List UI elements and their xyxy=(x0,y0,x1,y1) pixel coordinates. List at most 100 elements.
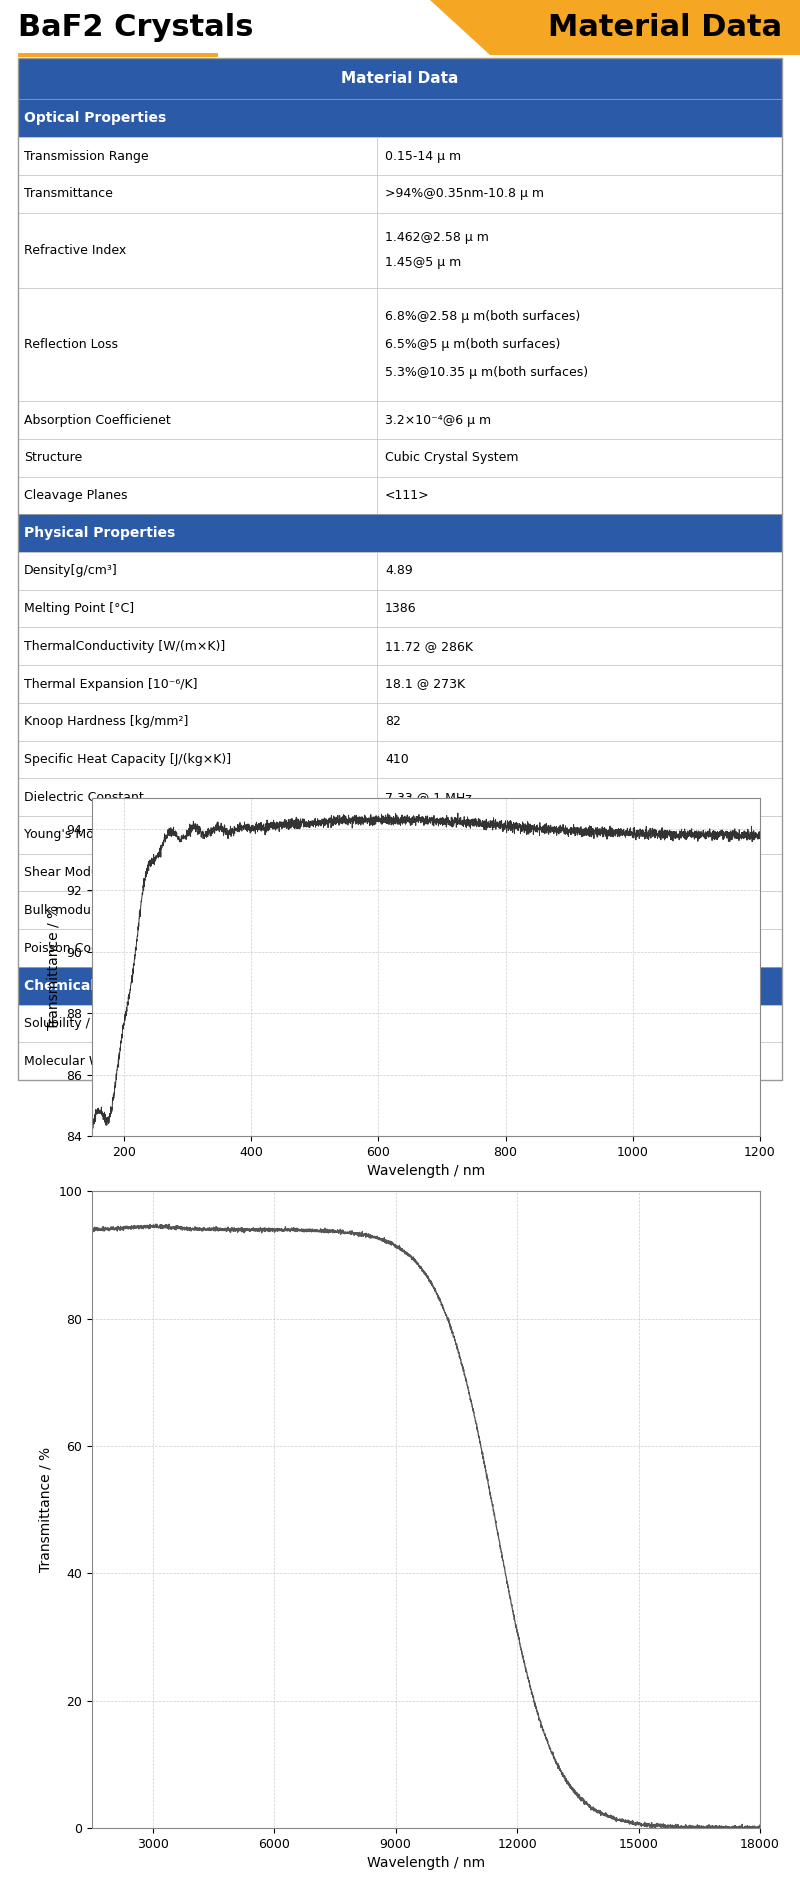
Text: Physical Properties: Physical Properties xyxy=(24,526,175,540)
Bar xyxy=(18,703,377,741)
Bar xyxy=(18,665,377,703)
Bar xyxy=(18,779,377,815)
Bar xyxy=(18,477,377,515)
Bar xyxy=(377,815,782,853)
Bar xyxy=(377,891,782,929)
Text: Chemical Properties: Chemical Properties xyxy=(24,978,182,992)
Text: Absorption Coefficienet: Absorption Coefficienet xyxy=(24,414,170,426)
Bar xyxy=(18,99,782,137)
Text: 1.45@5 μ m: 1.45@5 μ m xyxy=(385,256,462,270)
Bar xyxy=(377,137,782,175)
Text: 1.7g @ 20°C: 1.7g @ 20°C xyxy=(385,1017,465,1030)
Text: Refractive Index: Refractive Index xyxy=(24,243,126,256)
Bar xyxy=(18,929,377,967)
Bar xyxy=(18,213,377,289)
Text: 0.15-14 μ m: 0.15-14 μ m xyxy=(385,150,462,163)
Text: Reflection Loss: Reflection Loss xyxy=(24,338,118,352)
Text: >94%@0.35nm-10.8 μ m: >94%@0.35nm-10.8 μ m xyxy=(385,188,544,200)
Bar xyxy=(18,289,377,401)
Bar xyxy=(18,59,782,99)
Text: 7.33 @ 1 MHz: 7.33 @ 1 MHz xyxy=(385,790,472,804)
Bar xyxy=(377,477,782,515)
Bar xyxy=(377,1005,782,1043)
Text: 6.8%@2.58 μ m(both surfaces): 6.8%@2.58 μ m(both surfaces) xyxy=(385,310,580,323)
Y-axis label: Transmittance / %: Transmittance / % xyxy=(39,1448,53,1571)
Text: ThermalConductivity [W/(m×K)]: ThermalConductivity [W/(m×K)] xyxy=(24,640,226,654)
Bar xyxy=(377,401,782,439)
Bar xyxy=(377,741,782,779)
Text: Transmittance: Transmittance xyxy=(24,188,113,200)
Bar xyxy=(377,627,782,665)
Text: 1386: 1386 xyxy=(385,602,417,616)
X-axis label: Wavelength / nm: Wavelength / nm xyxy=(367,1856,485,1870)
Text: 5.3%@10.35 μ m(both surfaces): 5.3%@10.35 μ m(both surfaces) xyxy=(385,367,588,380)
Bar xyxy=(18,53,218,57)
Text: 410: 410 xyxy=(385,752,409,766)
Text: Transmittance Curve: Transmittance Curve xyxy=(262,1098,538,1123)
X-axis label: Wavelength / nm: Wavelength / nm xyxy=(367,1165,485,1178)
Bar xyxy=(377,779,782,815)
Text: 82: 82 xyxy=(385,714,401,728)
Text: Dielectric Constant: Dielectric Constant xyxy=(24,790,144,804)
Text: Young's Modulus (E) [GPa]: Young's Modulus (E) [GPa] xyxy=(24,828,187,842)
Text: Knoop Hardness [kg/mm²]: Knoop Hardness [kg/mm²] xyxy=(24,714,188,728)
Bar xyxy=(18,1005,377,1043)
Text: 11.72 @ 286K: 11.72 @ 286K xyxy=(385,640,473,654)
Bar xyxy=(18,439,377,477)
Text: Molecular Weight / g/mol: Molecular Weight / g/mol xyxy=(24,1054,180,1068)
Bar xyxy=(18,553,377,589)
Text: Cleavage Planes: Cleavage Planes xyxy=(24,488,127,502)
Text: 3.2×10⁻⁴@6 μ m: 3.2×10⁻⁴@6 μ m xyxy=(385,414,491,426)
Text: 53.07: 53.07 xyxy=(385,828,421,842)
Text: Cubic Crystal System: Cubic Crystal System xyxy=(385,450,518,464)
Bar xyxy=(18,1043,377,1079)
Bar xyxy=(377,439,782,477)
Text: 25.4: 25.4 xyxy=(385,866,413,880)
Text: Material Data: Material Data xyxy=(548,13,782,42)
Text: Material Data: Material Data xyxy=(342,70,458,86)
Bar xyxy=(18,515,782,553)
Bar xyxy=(377,175,782,213)
Text: Specific Heat Capacity [J/(kg×K)]: Specific Heat Capacity [J/(kg×K)] xyxy=(24,752,231,766)
Bar xyxy=(18,175,377,213)
Bar xyxy=(18,627,377,665)
Polygon shape xyxy=(430,0,800,55)
Bar xyxy=(18,401,377,439)
Bar xyxy=(377,853,782,891)
Bar xyxy=(377,553,782,589)
Bar xyxy=(377,589,782,627)
Bar xyxy=(18,137,377,175)
Bar xyxy=(377,213,782,289)
Bar xyxy=(18,815,377,853)
Text: 56.4: 56.4 xyxy=(385,904,413,918)
Text: 18.1 @ 273K: 18.1 @ 273K xyxy=(385,678,466,690)
Text: Melting Point [°C]: Melting Point [°C] xyxy=(24,602,134,616)
Bar xyxy=(18,967,782,1005)
Y-axis label: Transmittance / %: Transmittance / % xyxy=(46,904,61,1030)
Bar xyxy=(18,853,377,891)
Text: Optical Properties: Optical Properties xyxy=(24,112,166,125)
Bar xyxy=(18,589,377,627)
Text: BaF2 Crystals: BaF2 Crystals xyxy=(18,13,254,42)
Text: Thermal Expansion [10⁻⁶/K]: Thermal Expansion [10⁻⁶/K] xyxy=(24,678,198,690)
Text: 0.343: 0.343 xyxy=(385,942,421,954)
Text: Bulk modulus(K) [GPa]: Bulk modulus(K) [GPa] xyxy=(24,904,165,918)
Text: Structure: Structure xyxy=(24,450,82,464)
Text: 175.3238: 175.3238 xyxy=(385,1054,445,1068)
Bar xyxy=(18,741,377,779)
Bar xyxy=(377,665,782,703)
Bar xyxy=(377,703,782,741)
Text: 1.462@2.58 μ m: 1.462@2.58 μ m xyxy=(385,232,489,245)
Bar xyxy=(18,59,782,1079)
Bar xyxy=(377,929,782,967)
Text: Solubility / g/L: Solubility / g/L xyxy=(24,1017,113,1030)
Bar xyxy=(377,289,782,401)
Bar xyxy=(18,891,377,929)
Text: Transmission Range: Transmission Range xyxy=(24,150,149,163)
Bar xyxy=(377,1043,782,1079)
Text: Density[g/cm³]: Density[g/cm³] xyxy=(24,564,118,578)
Text: Shear Modulus(G) [GPa]: Shear Modulus(G) [GPa] xyxy=(24,866,174,880)
Text: 4.89: 4.89 xyxy=(385,564,413,578)
Text: <111>: <111> xyxy=(385,488,430,502)
Text: Poisson Coefficient: Poisson Coefficient xyxy=(24,942,142,954)
